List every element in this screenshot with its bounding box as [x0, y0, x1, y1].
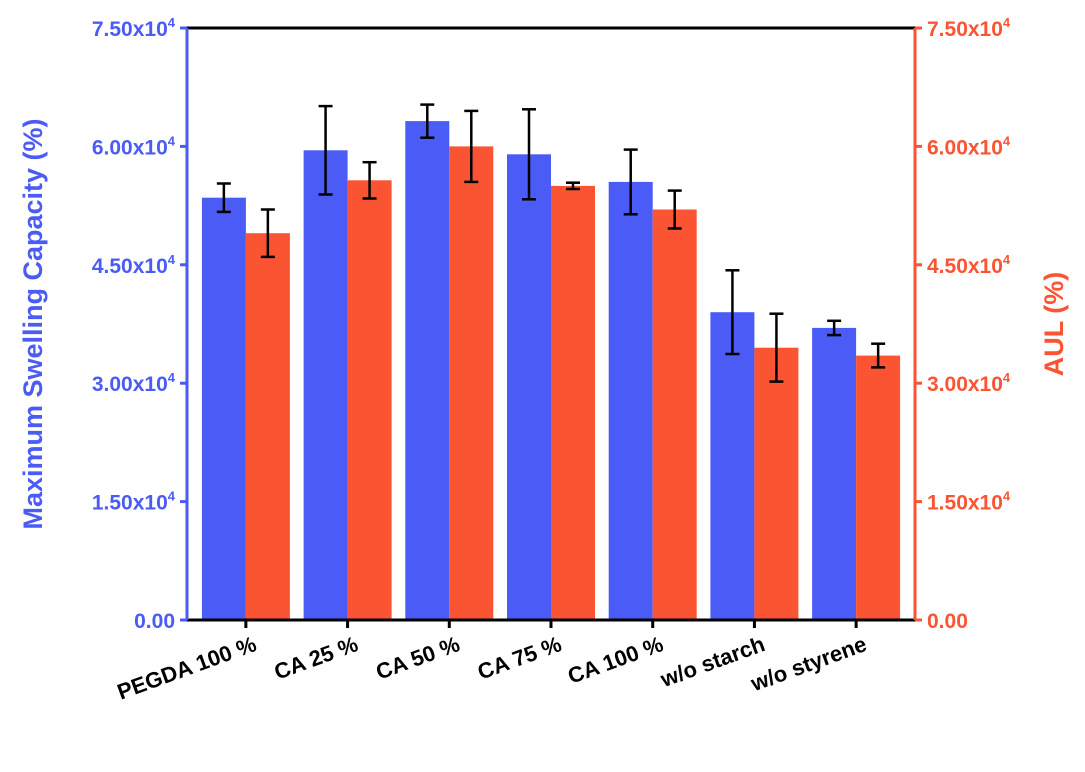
bar-right-4	[652, 209, 697, 620]
bar-right-6	[856, 355, 901, 620]
right-y-tick-label-3: 4.50x104	[927, 252, 1011, 278]
bar-right-0	[245, 233, 290, 620]
right-y-tick-label-2: 3.00x104	[927, 370, 1011, 396]
left-y-tick-label-0: 0.00	[134, 610, 175, 633]
right-y-axis-title: AUL (%)	[1039, 272, 1069, 377]
bar-right-2	[449, 146, 494, 620]
bar-left-5	[710, 312, 755, 620]
bar-left-1	[303, 150, 348, 621]
bar-left-6	[812, 327, 857, 620]
x-category-label-6: w/o styrene	[747, 631, 870, 696]
left-y-tick-label-4: 6.00x104	[92, 133, 176, 159]
bar-right-3	[551, 185, 595, 620]
x-category-label-4: CA 100 %	[564, 631, 666, 689]
left-y-tick-label-1: 1.50x104	[92, 489, 176, 515]
right-y-tick-label-4: 6.00x104	[927, 133, 1011, 159]
bar-right-5	[754, 347, 799, 620]
left-y-tick-label-3: 4.50x104	[92, 252, 176, 278]
bar-left-3	[507, 154, 551, 621]
right-y-tick-label-5: 7.50x104	[927, 15, 1011, 41]
bar-left-4	[608, 181, 653, 620]
x-category-label-0: PEGDA 100 %	[114, 631, 260, 704]
left-y-tick-label-2: 3.00x104	[92, 370, 176, 396]
left-y-tick-label-5: 7.50x104	[92, 15, 176, 41]
bar-left-2	[405, 121, 450, 620]
x-category-label-3: CA 75 %	[474, 631, 565, 684]
bar-left-0	[201, 197, 246, 620]
bar-right-1	[347, 180, 392, 621]
left-y-axis-title: Maximum Swelling Capacity (%)	[18, 118, 48, 529]
x-category-label-1: CA 25 %	[271, 631, 362, 684]
right-y-tick-label-1: 1.50x104	[927, 489, 1011, 515]
right-y-tick-label-0: 0.00	[927, 610, 968, 633]
x-category-label-2: CA 50 %	[372, 631, 463, 684]
